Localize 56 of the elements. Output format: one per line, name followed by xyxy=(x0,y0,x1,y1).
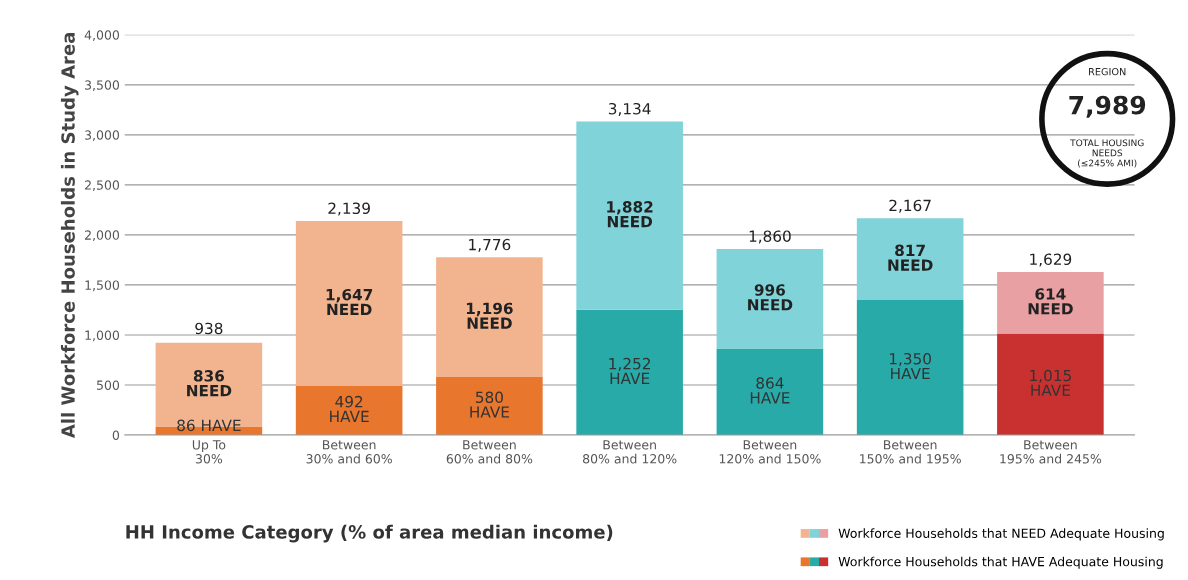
bar xyxy=(716,348,824,435)
annotation: 1,629 xyxy=(1030,253,1072,267)
data-label: 580 HAVE xyxy=(470,391,509,418)
x-tick-label: Between 60% and 80% xyxy=(446,440,533,464)
annotation: REGION xyxy=(1089,67,1126,76)
annotation: 2,139 xyxy=(328,202,370,216)
bar xyxy=(576,121,683,310)
bar xyxy=(436,376,543,435)
x-tick-label: Between 80% and 120% xyxy=(583,440,677,464)
annotation: TOTAL HOUSING NEEDS (≤245% AMI) xyxy=(1070,139,1144,168)
data-label: 996 NEED xyxy=(748,284,793,311)
y-tick-label: 2,500 xyxy=(85,180,120,192)
data-label: 86 HAVE xyxy=(177,419,241,432)
bar xyxy=(436,257,543,377)
annotation: 1,776 xyxy=(469,238,511,252)
bar xyxy=(997,333,1104,435)
y-tick-label: 1,500 xyxy=(85,280,120,292)
annotation: 1,860 xyxy=(749,230,791,244)
y-tick-label: 3,500 xyxy=(85,80,120,92)
y-tick-label: 0 xyxy=(112,430,120,440)
y-tick-label: 1,000 xyxy=(85,330,120,342)
x-tick-label: Between 30% and 60% xyxy=(306,440,392,464)
y-tick-label: 4,000 xyxy=(84,30,120,41)
y-tick-label: 500 xyxy=(96,380,120,390)
x-tick-label: Between 120% and 150% xyxy=(719,440,821,464)
bar xyxy=(716,248,824,349)
bar xyxy=(295,220,403,386)
x-tick-label: Between 195% and 245% xyxy=(1000,440,1102,464)
bar xyxy=(576,309,683,435)
data-label: 492 HAVE xyxy=(330,395,369,422)
bar xyxy=(856,299,964,435)
x-tick-label: Between 150% and 195% xyxy=(860,440,961,464)
annotation: 3,134 xyxy=(608,102,651,117)
data-label: 1,252 HAVE xyxy=(609,357,650,384)
data-label: 1,882 NEED xyxy=(607,201,653,228)
x-axis-title: HH Income Category (% of area median income) xyxy=(126,524,613,543)
data-label: 1,015 HAVE xyxy=(1030,369,1071,396)
bar xyxy=(856,218,964,300)
data-label: 1,350 HAVE xyxy=(889,352,931,380)
bar xyxy=(295,385,403,435)
y-tick-label: 3,000 xyxy=(85,130,120,142)
legend-label: Workforce Households that NEED Adequate Housing xyxy=(838,528,1164,541)
data-label: 614 NEED xyxy=(1028,288,1073,315)
bar xyxy=(997,272,1104,334)
x-tick-label: Up To 30% xyxy=(192,440,226,464)
data-label: 1,196 NEED xyxy=(466,302,513,329)
y-tick-label: 2,000 xyxy=(85,230,120,242)
data-label: 836 NEED xyxy=(187,370,232,397)
legend-label: Workforce Households that HAVE Adequate Housing xyxy=(838,556,1163,569)
data-label: 817 NEED xyxy=(888,244,933,271)
annotation: 938 xyxy=(195,322,223,335)
y-axis-title: All Workforce Households in Study Area xyxy=(60,33,79,439)
annotation: 7,989 xyxy=(1069,95,1146,118)
data-label: 1,647 NEED xyxy=(326,288,373,315)
data-label: 864 HAVE xyxy=(750,377,790,404)
annotation: 2,167 xyxy=(889,199,931,213)
